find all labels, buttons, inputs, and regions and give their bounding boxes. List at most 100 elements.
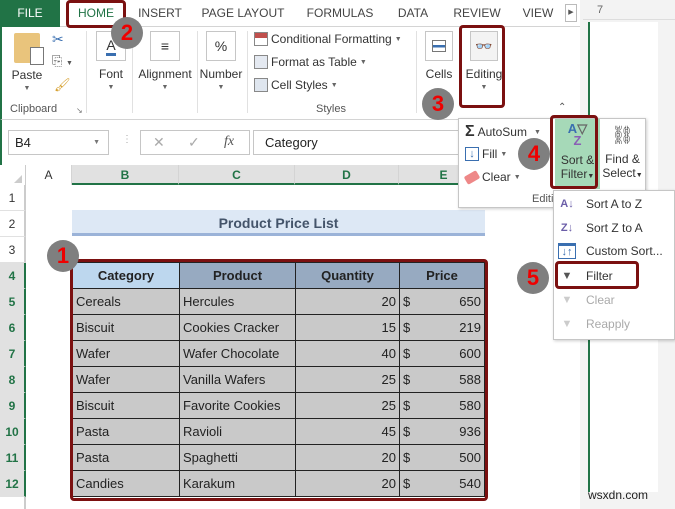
header-quantity[interactable]: Quantity <box>295 262 400 289</box>
table-row: Wafer Vanilla Wafers 25 $ 588 <box>72 366 485 393</box>
sort-filter-label-1: Sort & <box>560 153 595 167</box>
alignment-button[interactable]: ≡ Alignment ▼ <box>134 31 196 91</box>
row-header-6[interactable]: 6 <box>0 315 26 341</box>
format-as-table-button[interactable]: Format as Table ▼ <box>254 55 367 69</box>
cell-category[interactable]: Pasta <box>72 444 180 471</box>
tab-view[interactable]: VIEW <box>522 6 554 20</box>
name-box[interactable]: B4 ▼ <box>8 130 109 155</box>
copy-icon[interactable]: ⎘ ▼ <box>52 53 73 68</box>
tab-data[interactable]: DATA <box>397 6 429 20</box>
tab-formulas[interactable]: FORMULAS <box>306 6 374 20</box>
cell-price[interactable]: 588 <box>419 366 485 393</box>
cell-category[interactable]: Wafer <box>72 340 180 367</box>
row-header-4[interactable]: 4 <box>0 263 26 289</box>
tab-insert[interactable]: INSERT <box>138 6 182 20</box>
cell-currency[interactable]: $ <box>399 470 420 497</box>
ribbon-tab-bar: FILE HOME INSERT PAGE LAYOUT FORMULAS DA… <box>0 0 580 27</box>
annotation-editing-highlight <box>459 25 505 108</box>
cell-product[interactable]: Karakum <box>179 470 296 497</box>
cell-product[interactable]: Spaghetti <box>179 444 296 471</box>
menu-item-clear-filter[interactable]: ▼ Clear <box>558 289 615 311</box>
cell-category[interactable]: Pasta <box>72 418 180 445</box>
menu-item-custom-sort[interactable]: ↓↑ Custom Sort... <box>558 240 663 262</box>
insert-function-icon[interactable]: fx <box>224 134 235 149</box>
cell-price[interactable]: 540 <box>419 470 485 497</box>
row-header-1[interactable]: 1 <box>0 185 26 211</box>
row-header-5[interactable]: 5 <box>0 289 26 315</box>
paste-button[interactable]: Paste ▼ <box>8 33 46 92</box>
drag-handle-icon[interactable]: ⋮ <box>122 134 132 145</box>
fill-down-icon: ↓ <box>465 147 479 161</box>
row-header-2[interactable]: 2 <box>0 211 26 237</box>
cell-quantity[interactable]: 40 <box>295 340 400 367</box>
row-header-10[interactable]: 10 <box>0 419 26 445</box>
ribbon: Paste ▼ ✂ ⎘ ▼ 🖌 Clipboard ↘ A Font ▼ ≡ A… <box>0 27 578 120</box>
cell-quantity[interactable]: 20 <box>295 470 400 497</box>
dialog-launcher-icon[interactable]: ↘ <box>76 106 83 115</box>
tab-home[interactable]: HOME <box>78 6 114 20</box>
tab-scroll-right-button[interactable]: ▶ <box>565 4 577 22</box>
cell-product[interactable]: Hercules <box>179 288 296 315</box>
menu-item-sort-a-to-z[interactable]: A↓ Sort A to Z <box>558 193 642 215</box>
conditional-formatting-button[interactable]: Conditional Formatting ▼ <box>254 32 402 46</box>
cut-icon[interactable]: ✂ <box>52 31 64 47</box>
sort-filter-label-2: Filter <box>560 167 588 181</box>
column-header-a[interactable]: A <box>26 165 72 185</box>
cell-currency[interactable]: $ <box>399 314 420 341</box>
cell-product[interactable]: Ravioli <box>179 418 296 445</box>
chevron-down-icon: ▼ <box>161 84 169 91</box>
clear-filter-icon: ▼ <box>561 294 573 306</box>
menu-item-reapply[interactable]: ▼ Reapply <box>558 313 630 335</box>
find-select-button[interactable]: ⛓ Find & Select▼ <box>600 119 645 189</box>
cell-currency[interactable]: $ <box>399 418 420 445</box>
number-button[interactable]: % Number ▼ <box>198 31 244 91</box>
cell-category[interactable]: Candies <box>72 470 180 497</box>
header-price[interactable]: Price <box>399 262 485 289</box>
cell-product[interactable]: Favorite Cookies <box>179 392 296 419</box>
cell-price[interactable]: 500 <box>419 444 485 471</box>
cell-price[interactable]: 600 <box>419 340 485 367</box>
clear-button[interactable]: Clear ▼ <box>463 169 521 185</box>
cancel-icon[interactable]: ✕ <box>153 134 165 150</box>
row-header-3[interactable]: 3 <box>0 237 26 263</box>
row-header-9[interactable]: 9 <box>0 393 26 419</box>
collapse-ribbon-icon[interactable]: ⌃ <box>558 102 567 113</box>
cell-styles-button[interactable]: Cell Styles ▼ <box>254 78 338 92</box>
format-painter-icon[interactable]: 🖌 <box>54 77 71 92</box>
editing-button[interactable]: 👓 Editing ▼ <box>464 31 504 91</box>
align-center-icon: ≡ <box>150 31 180 61</box>
select-all-button[interactable] <box>0 165 26 185</box>
tab-review[interactable]: REVIEW <box>453 6 501 20</box>
cell-quantity[interactable]: 20 <box>295 444 400 471</box>
cell-price[interactable]: 580 <box>419 392 485 419</box>
cell-product[interactable]: Cookies Cracker <box>179 314 296 341</box>
tab-page-layout[interactable]: PAGE LAYOUT <box>201 6 285 20</box>
row-header-11[interactable]: 11 <box>0 445 26 471</box>
separator <box>132 31 133 113</box>
column-header-d[interactable]: D <box>295 165 399 185</box>
cell-product[interactable]: Vanilla Wafers <box>179 366 296 393</box>
row-header-8[interactable]: 8 <box>0 367 26 393</box>
cell-currency[interactable]: $ <box>399 392 420 419</box>
cell-price[interactable]: 219 <box>419 314 485 341</box>
menu-item-filter[interactable]: ▼ Filter <box>558 265 613 287</box>
sort-filter-button[interactable]: A▽ Z Sort & Filter▼ <box>555 119 600 189</box>
cell-category[interactable]: Biscuit <box>72 392 180 419</box>
column-header-b[interactable]: B <box>72 165 179 185</box>
menu-item-sort-z-to-a[interactable]: Z↓ Sort Z to A <box>558 217 643 239</box>
row-header-12[interactable]: 12 <box>0 471 26 497</box>
fill-button[interactable]: ↓ Fill ▼ <box>465 147 507 161</box>
cell-currency[interactable]: $ <box>399 288 420 315</box>
column-header-c[interactable]: C <box>179 165 295 185</box>
tab-file[interactable]: FILE <box>0 0 60 27</box>
cell-quantity[interactable]: 45 <box>295 418 400 445</box>
cell-category[interactable]: Wafer <box>72 366 180 393</box>
menu-item-label: Custom Sort... <box>586 244 663 258</box>
cell-quantity[interactable]: 20 <box>295 288 400 315</box>
row-header-7[interactable]: 7 <box>0 341 26 367</box>
autosum-button[interactable]: Σ AutoSum ▼ <box>465 123 541 140</box>
cells-button[interactable]: Cells <box>420 31 458 81</box>
sheet-title-cell[interactable]: Product Price List <box>72 210 485 236</box>
enter-check-icon[interactable]: ✓ <box>188 134 200 150</box>
cell-category[interactable]: Biscuit <box>72 314 180 341</box>
